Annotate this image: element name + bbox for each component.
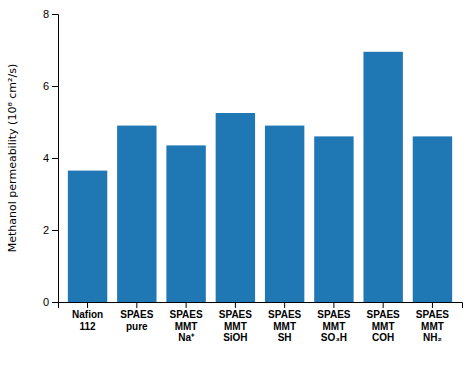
plot-area: 02468Nafion112SPAESpureSPAESMMTNa⁺SPAESM… [43, 8, 463, 343]
y-axis: 0 2 4 6 8 [43, 8, 59, 308]
x-tick: SPAESMMTNa⁺ [170, 302, 203, 343]
y-tick: 0 [43, 296, 58, 308]
chart-container: 02468Nafion112SPAESpureSPAESMMTNa⁺SPAESM… [0, 0, 476, 368]
x-tick-label: SPAESMMTNH₂ [416, 309, 449, 343]
x-tick-label-line: MMT [323, 321, 346, 332]
bar [413, 136, 452, 302]
bar [265, 126, 304, 302]
x-tick: SPAESpure [120, 302, 153, 332]
x-tick-label-line: MMT [372, 321, 395, 332]
y-tick: 2 [43, 224, 58, 236]
y-tick-mark [52, 158, 58, 159]
bar [314, 136, 353, 302]
x-tick: SPAESMMTCOH [367, 302, 400, 343]
x-tick-label: SPAESMMTNa⁺ [170, 309, 203, 343]
x-tick-label-line: MMT [273, 321, 296, 332]
chart-svg: 02468Nafion112SPAESpureSPAESMMTNa⁺SPAESM… [0, 0, 476, 368]
y-tick: 4 [43, 152, 58, 164]
x-tick-label: SPAESMMTSH [268, 309, 301, 343]
x-tick-label-line: SPAES [219, 309, 252, 320]
x-tick-mark [333, 302, 334, 308]
x-tick-label: SPAESMMTCOH [367, 309, 400, 343]
x-tick-mark [87, 302, 88, 308]
x-tick-label-line: SPAES [120, 309, 153, 320]
x-tick-mark [235, 302, 236, 308]
x-tick-label-line: SH [278, 332, 292, 343]
x-tick-label-line: SPAES [268, 309, 301, 320]
x-tick-label-line: pure [126, 321, 148, 332]
x-tick-label-line: SPAES [416, 309, 449, 320]
bar [216, 113, 255, 302]
x-tick-label-line: MMT [224, 321, 247, 332]
x-tick-label: SPAESMMTSiOH [219, 309, 252, 343]
x-tick: SPAESMMTNH₂ [416, 302, 449, 343]
x-axis-line [59, 303, 463, 309]
x-tick-label-line: NH₂ [423, 332, 442, 343]
y-tick-mark [52, 86, 58, 87]
y-tick-mark [52, 230, 58, 231]
bar [117, 126, 156, 302]
y-tick-label: 0 [43, 296, 49, 308]
x-axis: Nafion112SPAESpureSPAESMMTNa⁺SPAESMMTSiO… [59, 302, 463, 343]
bar [68, 171, 107, 302]
x-tick-label-line: SO₃H [321, 332, 347, 343]
x-tick-label-line: COH [372, 332, 394, 343]
x-tick: Nafion112 [72, 302, 103, 332]
y-tick-label: 2 [43, 224, 49, 236]
x-tick-label-line: SPAES [367, 309, 400, 320]
x-tick-label: SPAESpure [120, 309, 153, 332]
y-tick-mark [52, 14, 58, 15]
x-tick-label-line: 112 [79, 321, 96, 332]
x-tick-mark [383, 302, 384, 308]
y-axis-line [52, 15, 59, 303]
x-tick-label: Nafion112 [72, 309, 103, 332]
y-tick-label: 4 [43, 152, 49, 164]
x-tick: SPAESMMTSH [268, 302, 301, 343]
x-tick-mark [432, 302, 433, 308]
x-tick-label-line: SiOH [223, 332, 247, 343]
x-tick-label-line: SPAES [317, 309, 350, 320]
bar [166, 145, 205, 302]
x-tick: SPAESMMTSiOH [219, 302, 252, 343]
y-tick: 8 [43, 8, 58, 20]
bar [363, 52, 402, 302]
x-tick-label-line: SPAES [170, 309, 203, 320]
x-tick-mark [136, 302, 137, 308]
bars [68, 52, 452, 302]
x-tick-mark [284, 302, 285, 308]
y-tick-mark [52, 302, 58, 303]
y-tick-label: 8 [43, 8, 49, 20]
x-tick-label-line: MMT [421, 321, 444, 332]
x-tick-label-line: MMT [175, 321, 198, 332]
x-tick-label-line: Na⁺ [178, 332, 195, 343]
y-tick-label: 6 [43, 80, 49, 92]
x-tick-mark [186, 302, 187, 308]
x-tick-label-line: Nafion [72, 309, 103, 320]
x-tick: SPAESMMTSO₃H [317, 302, 350, 343]
x-tick-label: SPAESMMTSO₃H [317, 309, 350, 343]
y-axis-title: Methanol permeability (10⁸ cm²/s) [6, 64, 19, 252]
y-tick: 6 [43, 80, 58, 92]
